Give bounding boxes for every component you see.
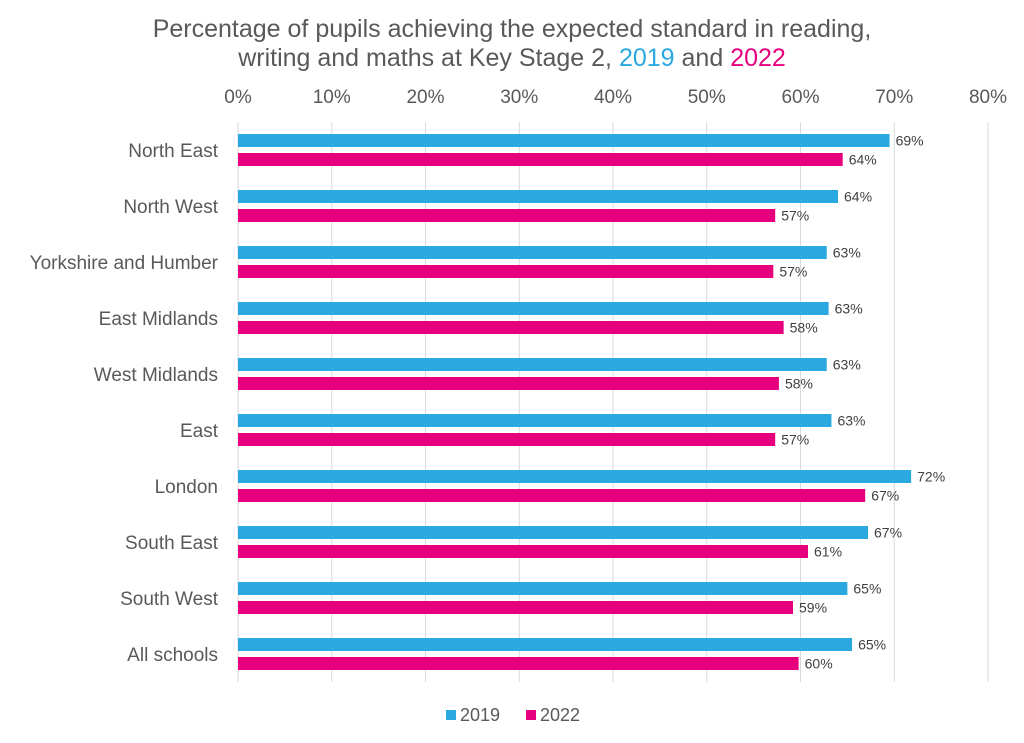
category-label: North East (128, 141, 218, 162)
bar-2022 (238, 321, 784, 334)
bar-2022 (238, 545, 808, 558)
data-label-2022: 57% (781, 432, 809, 448)
category-label: All schools (127, 645, 218, 666)
data-label-2022: 58% (785, 376, 813, 392)
x-axis-ticks: 0% 10% 20% 30% 40% 50% 60% 70% 80% (224, 87, 1007, 108)
category-label: London (155, 477, 218, 498)
data-label-2022: 59% (799, 600, 827, 616)
bar-2022 (238, 433, 776, 446)
category-label: East (180, 421, 219, 442)
data-label-2019: 72% (917, 469, 945, 485)
bar-2022 (238, 377, 779, 390)
bar-2019 (238, 582, 848, 595)
bar-2019 (238, 358, 827, 371)
bars (238, 134, 912, 670)
data-labels: 69% 64% 64% 57% 63% 57% 63% 58% 63% 58% 63% 57% 72% 6… (779, 133, 945, 672)
bar-2019 (238, 302, 829, 315)
x-tick-label: 0% (224, 87, 252, 108)
data-label-2019: 65% (853, 581, 881, 597)
bar-2019 (238, 526, 868, 539)
x-tick-label: 30% (500, 87, 538, 108)
legend-swatch-2019 (446, 710, 456, 720)
data-label-2019: 67% (874, 525, 902, 541)
category-label: North West (123, 197, 218, 218)
category-labels: North East North West Yorkshire and Humber… (30, 141, 219, 666)
bar-2022 (238, 209, 776, 222)
chart-title-line-1: Percentage of pupils achieving the expec… (153, 15, 872, 43)
data-label-2022: 64% (849, 152, 877, 168)
data-label-2019: 63% (837, 413, 865, 429)
x-tick-label: 60% (781, 87, 819, 108)
bar-2022 (238, 601, 793, 614)
chart-title-prefix: writing and maths at Key Stage 2, (237, 44, 619, 72)
data-label-2019: 65% (858, 637, 886, 653)
data-label-2022: 60% (805, 656, 833, 672)
chart-title-line-2: writing and maths at Key Stage 2, 2019 a… (237, 44, 786, 72)
x-tick-label: 80% (969, 87, 1007, 108)
category-label: East Midlands (99, 309, 218, 330)
x-tick-label: 10% (313, 87, 351, 108)
data-label-2022: 57% (779, 264, 807, 280)
data-label-2019: 69% (896, 133, 924, 149)
category-label: Yorkshire and Humber (30, 253, 219, 274)
category-label: South East (125, 533, 219, 554)
chart-title-year-2022: 2022 (730, 44, 786, 72)
data-label-2022: 58% (790, 320, 818, 336)
data-label-2022: 67% (871, 488, 899, 504)
chart-title-year-2019: 2019 (619, 44, 675, 72)
x-tick-label: 50% (688, 87, 726, 108)
x-tick-label: 70% (875, 87, 913, 108)
bar-2022 (238, 489, 866, 502)
gridlines (237, 122, 989, 682)
data-label-2022: 57% (781, 208, 809, 224)
bar-2019 (238, 414, 832, 427)
x-tick-label: 40% (594, 87, 632, 108)
bar-2022 (238, 153, 843, 166)
legend-label-2022: 2022 (540, 705, 580, 725)
category-label: West Midlands (94, 365, 218, 386)
bar-2022 (238, 265, 774, 278)
chart-title-and: and (675, 44, 731, 72)
bar-2022 (238, 657, 799, 670)
bar-2019 (238, 470, 912, 483)
category-label: South West (120, 589, 219, 610)
data-label-2022: 61% (814, 544, 842, 560)
data-label-2019: 63% (835, 301, 863, 317)
data-label-2019: 63% (833, 245, 861, 261)
bar-2019 (238, 190, 838, 203)
legend: 2019 2022 (446, 705, 580, 725)
data-label-2019: 63% (833, 357, 861, 373)
bar-2019 (238, 638, 853, 651)
data-label-2019: 64% (844, 189, 872, 205)
bar-2019 (238, 134, 890, 147)
bar-2019 (238, 246, 827, 259)
legend-swatch-2022 (526, 710, 536, 720)
legend-label-2019: 2019 (460, 705, 500, 725)
x-tick-label: 20% (406, 87, 444, 108)
